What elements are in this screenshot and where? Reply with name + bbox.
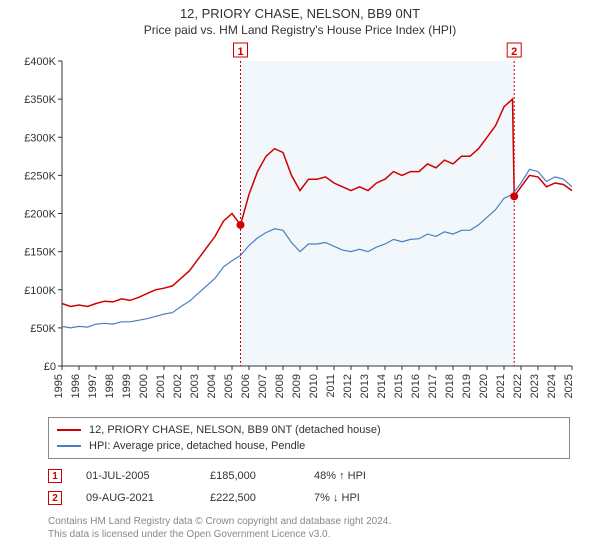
- svg-text:£250K: £250K: [24, 170, 56, 182]
- svg-text:2002: 2002: [172, 374, 184, 398]
- root: 12, PRIORY CHASE, NELSON, BB9 0NT Price …: [0, 0, 600, 560]
- svg-text:2009: 2009: [291, 374, 303, 398]
- svg-text:1999: 1999: [121, 374, 133, 398]
- sales-table: 1 01-JUL-2005 £185,000 48% ↑ HPI 2 09-AU…: [48, 465, 570, 509]
- svg-text:1998: 1998: [104, 374, 116, 398]
- legend-swatch-2: [57, 445, 81, 447]
- svg-text:2016: 2016: [410, 374, 422, 398]
- svg-text:2025: 2025: [563, 374, 575, 398]
- svg-text:2010: 2010: [308, 374, 320, 398]
- sales-row-2: 2 09-AUG-2021 £222,500 7% ↓ HPI: [48, 487, 570, 509]
- svg-text:£200K: £200K: [24, 209, 56, 221]
- legend-label-1: 12, PRIORY CHASE, NELSON, BB9 0NT (detac…: [89, 424, 381, 436]
- sale-marker-1: 1: [48, 469, 62, 483]
- svg-text:2015: 2015: [393, 374, 405, 398]
- legend-swatch-1: [57, 429, 81, 431]
- attribution-line-1: Contains HM Land Registry data © Crown c…: [48, 515, 570, 528]
- svg-text:2003: 2003: [189, 374, 201, 398]
- svg-text:2018: 2018: [444, 374, 456, 398]
- svg-text:2005: 2005: [223, 374, 235, 398]
- svg-text:£350K: £350K: [24, 94, 56, 106]
- svg-text:£50K: £50K: [30, 323, 56, 335]
- svg-text:2017: 2017: [427, 374, 439, 398]
- sale-date-2: 09-AUG-2021: [86, 492, 186, 504]
- title-line-2: Price paid vs. HM Land Registry's House …: [0, 21, 600, 41]
- svg-text:2021: 2021: [495, 374, 507, 398]
- attribution-line-2: This data is licensed under the Open Gov…: [48, 528, 570, 541]
- title-line-1: 12, PRIORY CHASE, NELSON, BB9 0NT: [0, 0, 600, 21]
- legend-row-2: HPI: Average price, detached house, Pend…: [57, 438, 561, 454]
- svg-text:1997: 1997: [87, 374, 99, 398]
- sale-marker-2: 2: [48, 491, 62, 505]
- svg-text:2014: 2014: [376, 374, 388, 398]
- svg-text:2006: 2006: [240, 374, 252, 398]
- svg-text:2011: 2011: [325, 374, 337, 398]
- attribution: Contains HM Land Registry data © Crown c…: [48, 515, 570, 541]
- legend-label-2: HPI: Average price, detached house, Pend…: [89, 440, 305, 452]
- chart: £0 £50K £100K £150K £200K £250K £300K £350K £400…: [20, 41, 580, 411]
- svg-text:2023: 2023: [529, 374, 541, 398]
- svg-text:2008: 2008: [274, 374, 286, 398]
- svg-text:£150K: £150K: [24, 247, 56, 259]
- sale-price-1: £185,000: [210, 470, 290, 482]
- svg-text:2: 2: [511, 46, 517, 58]
- svg-text:£100K: £100K: [24, 285, 56, 297]
- svg-text:2001: 2001: [155, 374, 167, 398]
- svg-text:£400K: £400K: [24, 56, 56, 68]
- svg-text:2000: 2000: [138, 374, 150, 398]
- svg-text:2007: 2007: [257, 374, 269, 398]
- svg-text:2020: 2020: [478, 374, 490, 398]
- sale-pct-1: 48% ↑ HPI: [314, 470, 366, 482]
- svg-text:2012: 2012: [342, 374, 354, 398]
- svg-text:£300K: £300K: [24, 132, 56, 144]
- chart-svg: £0 £50K £100K £150K £200K £250K £300K £350K £400…: [20, 41, 580, 411]
- svg-text:1: 1: [237, 46, 243, 58]
- svg-text:2004: 2004: [206, 374, 218, 398]
- sale-price-2: £222,500: [210, 492, 290, 504]
- sale-pct-2: 7% ↓ HPI: [314, 492, 360, 504]
- svg-text:1996: 1996: [70, 374, 82, 398]
- legend: 12, PRIORY CHASE, NELSON, BB9 0NT (detac…: [48, 417, 570, 459]
- svg-text:2022: 2022: [512, 374, 524, 398]
- svg-text:2013: 2013: [359, 374, 371, 398]
- svg-text:1995: 1995: [53, 374, 65, 398]
- legend-row-1: 12, PRIORY CHASE, NELSON, BB9 0NT (detac…: [57, 422, 561, 438]
- svg-text:£0: £0: [44, 361, 56, 373]
- sale-date-1: 01-JUL-2005: [86, 470, 186, 482]
- sales-row-1: 1 01-JUL-2005 £185,000 48% ↑ HPI: [48, 465, 570, 487]
- svg-text:2024: 2024: [546, 374, 558, 398]
- svg-text:2019: 2019: [461, 374, 473, 398]
